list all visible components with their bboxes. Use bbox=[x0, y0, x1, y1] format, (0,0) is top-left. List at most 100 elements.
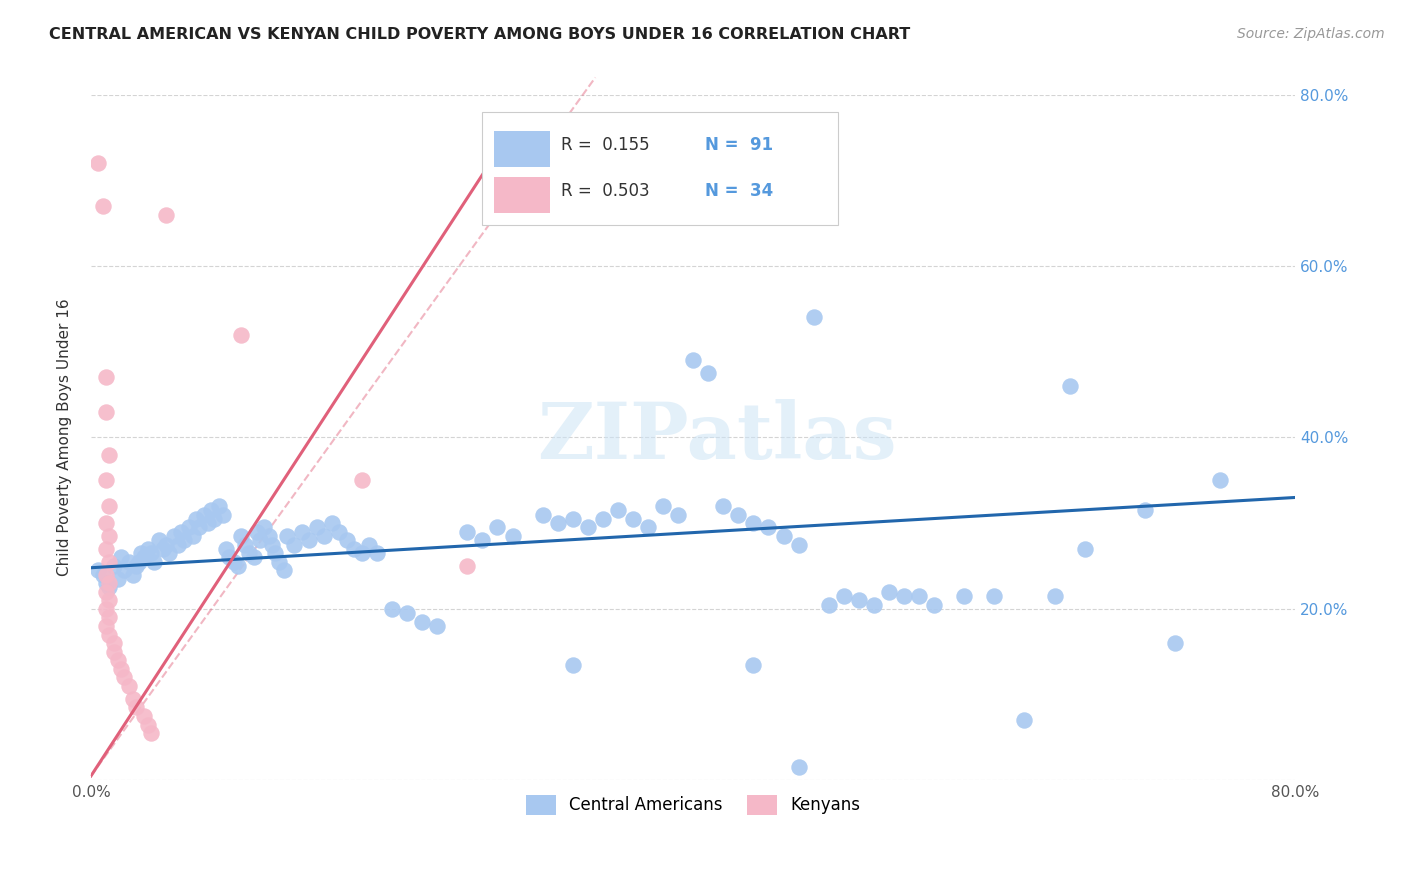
Point bbox=[202, 512, 225, 526]
Text: CENTRAL AMERICAN VS KENYAN CHILD POVERTY AMONG BOYS UNDER 16 CORRELATION CHART: CENTRAL AMERICAN VS KENYAN CHILD POVERTY… bbox=[49, 27, 911, 42]
Point bbox=[94, 516, 117, 531]
Point bbox=[167, 538, 190, 552]
Point bbox=[561, 512, 583, 526]
Point bbox=[305, 520, 328, 534]
Point bbox=[98, 627, 121, 641]
Text: N =  34: N = 34 bbox=[706, 182, 773, 200]
Point bbox=[411, 615, 433, 629]
Point bbox=[486, 520, 509, 534]
Point bbox=[652, 499, 675, 513]
Point bbox=[208, 499, 231, 513]
Point bbox=[682, 353, 704, 368]
Point bbox=[1043, 589, 1066, 603]
Point bbox=[112, 563, 135, 577]
Point bbox=[155, 208, 177, 222]
Text: N =  91: N = 91 bbox=[706, 136, 773, 153]
Point bbox=[1014, 714, 1036, 728]
Point bbox=[666, 508, 689, 522]
Point bbox=[456, 524, 478, 539]
Point bbox=[471, 533, 494, 548]
Point bbox=[231, 529, 253, 543]
Point bbox=[742, 657, 765, 672]
Point bbox=[193, 508, 215, 522]
Point bbox=[103, 645, 125, 659]
Point bbox=[98, 610, 121, 624]
Point bbox=[141, 546, 163, 560]
Point bbox=[94, 576, 117, 591]
Point bbox=[152, 541, 174, 556]
FancyBboxPatch shape bbox=[495, 177, 550, 212]
Point bbox=[87, 156, 110, 170]
Point bbox=[181, 529, 204, 543]
Point bbox=[276, 529, 298, 543]
Point bbox=[576, 520, 599, 534]
Point bbox=[98, 593, 121, 607]
Point bbox=[877, 584, 900, 599]
Point bbox=[188, 520, 211, 534]
Point bbox=[103, 559, 125, 574]
Point bbox=[128, 555, 150, 569]
Point bbox=[112, 670, 135, 684]
Point bbox=[343, 541, 366, 556]
Point bbox=[893, 589, 915, 603]
Point bbox=[117, 679, 139, 693]
Point bbox=[803, 310, 825, 325]
Text: ZIPatlas: ZIPatlas bbox=[537, 400, 897, 475]
Point bbox=[1059, 379, 1081, 393]
Point bbox=[136, 717, 159, 731]
Point bbox=[283, 538, 305, 552]
Point bbox=[110, 550, 132, 565]
Point bbox=[170, 524, 193, 539]
Point bbox=[637, 520, 659, 534]
Point bbox=[122, 691, 145, 706]
Point bbox=[215, 541, 238, 556]
Point bbox=[94, 602, 117, 616]
Point bbox=[94, 473, 117, 487]
Point bbox=[606, 503, 628, 517]
Y-axis label: Child Poverty Among Boys Under 16: Child Poverty Among Boys Under 16 bbox=[58, 299, 72, 576]
Point bbox=[228, 559, 250, 574]
Point bbox=[98, 448, 121, 462]
Point bbox=[117, 555, 139, 569]
Point bbox=[91, 567, 114, 582]
Point bbox=[350, 473, 373, 487]
Point bbox=[758, 520, 780, 534]
Point bbox=[148, 533, 170, 548]
Point bbox=[143, 555, 166, 569]
Point bbox=[125, 559, 148, 574]
Point bbox=[547, 516, 569, 531]
Point bbox=[359, 538, 381, 552]
Point bbox=[98, 581, 121, 595]
Point bbox=[155, 538, 177, 552]
Point bbox=[98, 576, 121, 591]
Point bbox=[727, 508, 749, 522]
Point bbox=[697, 366, 720, 380]
Point bbox=[87, 563, 110, 577]
Point bbox=[122, 567, 145, 582]
Point bbox=[1164, 636, 1187, 650]
Point bbox=[298, 533, 321, 548]
Point bbox=[848, 593, 870, 607]
Point bbox=[197, 516, 219, 531]
Point bbox=[561, 657, 583, 672]
Point bbox=[132, 550, 155, 565]
Point bbox=[107, 653, 129, 667]
Point bbox=[94, 584, 117, 599]
Point bbox=[908, 589, 931, 603]
Legend: Central Americans, Kenyans: Central Americans, Kenyans bbox=[517, 787, 869, 823]
FancyBboxPatch shape bbox=[495, 131, 550, 167]
FancyBboxPatch shape bbox=[482, 112, 838, 225]
Point bbox=[273, 563, 295, 577]
Point bbox=[141, 726, 163, 740]
Point bbox=[922, 598, 945, 612]
Point bbox=[1209, 473, 1232, 487]
Point bbox=[233, 538, 256, 552]
Point bbox=[222, 555, 245, 569]
Point bbox=[502, 529, 524, 543]
Text: Source: ZipAtlas.com: Source: ZipAtlas.com bbox=[1237, 27, 1385, 41]
Point bbox=[366, 546, 388, 560]
Point bbox=[711, 499, 734, 513]
Point bbox=[94, 567, 117, 582]
Point bbox=[396, 606, 419, 620]
Point bbox=[772, 529, 794, 543]
